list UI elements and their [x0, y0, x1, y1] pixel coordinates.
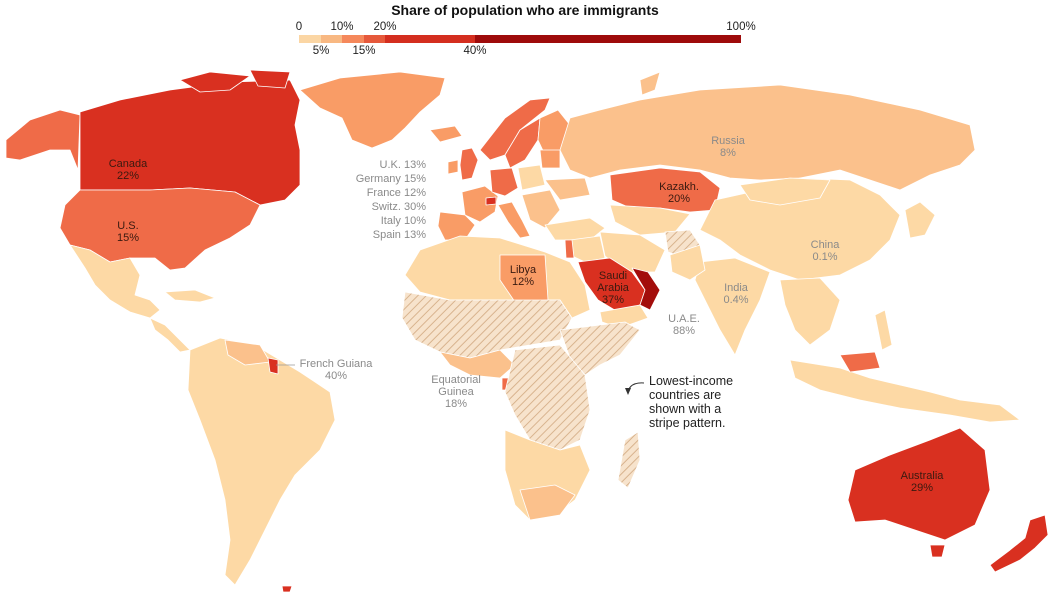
region-se-asia — [779, 277, 841, 346]
color-legend: 0 10% 20% 100% 5% 15% 40% — [0, 0, 1050, 62]
label-equatorial-guinea: Equatorial Guinea 18% — [431, 374, 481, 410]
region-central-america — [149, 317, 191, 353]
region-germany — [489, 167, 519, 197]
region-baltics — [539, 149, 561, 169]
label-uae: U.A.E. 88% — [668, 313, 700, 337]
label-russia: Russia 8% — [711, 135, 745, 159]
label-saudi-arabia: Saudi Arabia 37% — [597, 270, 629, 306]
label-canada: Canada 22% — [108, 158, 148, 182]
region-madagascar — [617, 431, 641, 489]
region-canada — [79, 79, 301, 206]
label-kazakhstan: Kazakh. 20% — [659, 181, 699, 205]
region-gulf-states — [631, 267, 661, 311]
chart-title: Share of population who are immigrants — [391, 2, 659, 18]
label-french-guiana: French Guiana 40% — [299, 358, 373, 382]
legend-swatch-20-40 — [385, 35, 475, 43]
legend-tick-100: 100% — [726, 21, 756, 33]
region-iceland — [429, 125, 463, 143]
region-indonesia — [789, 359, 1021, 423]
region-novaya-zemlya — [639, 71, 661, 96]
region-pakistan — [669, 244, 706, 281]
region-uk — [459, 147, 479, 181]
region-turkey — [544, 217, 606, 241]
region-balkans — [521, 189, 561, 229]
region-india — [694, 257, 771, 356]
legend-swatch-0-5 — [299, 35, 321, 43]
region-australia — [847, 427, 991, 541]
europe-label-uk: U.K. 13% — [379, 159, 426, 171]
region-ukraine — [544, 177, 591, 201]
region-west-africa — [439, 349, 516, 379]
label-libya: Libya 12% — [509, 264, 537, 288]
region-south-africa — [519, 484, 576, 521]
europe-label-france: France 12% — [366, 187, 426, 199]
region-switzerland — [485, 196, 497, 206]
region-french-guiana — [267, 357, 279, 375]
region-korea-japan — [904, 201, 936, 239]
region-tasmania — [929, 544, 946, 558]
region-sahel — [401, 291, 573, 359]
region-malaysia — [839, 351, 881, 373]
legend-tick-40: 40% — [463, 45, 487, 57]
region-mexico — [69, 244, 161, 319]
region-yemen — [599, 304, 649, 329]
region-ireland — [447, 159, 459, 175]
europe-label-italy: Italy 10% — [380, 215, 426, 227]
region-central-africa — [504, 344, 591, 451]
region-italy — [497, 201, 531, 239]
legend-swatch-40-100 — [475, 35, 741, 43]
legend-swatch-5-10 — [321, 35, 342, 43]
legend-tick-15: 15% — [352, 45, 376, 57]
label-australia: Australia 29% — [900, 470, 944, 494]
region-iraq-syria — [569, 235, 606, 263]
legend-swatch-10-15 — [342, 35, 364, 43]
label-china: China 0.1% — [810, 239, 840, 263]
region-poland — [517, 164, 546, 191]
region-alaska — [5, 109, 81, 171]
region-usa — [59, 187, 261, 271]
region-caribbean — [164, 289, 216, 303]
europe-label-switzerland: Switz. 30% — [371, 201, 426, 213]
region-venezuela — [224, 339, 271, 366]
label-india: India 0.4% — [723, 282, 749, 306]
region-russia — [559, 84, 976, 191]
region-falklands — [281, 585, 293, 593]
europe-label-spain: Spain 13% — [372, 229, 426, 241]
region-south-america — [187, 337, 336, 586]
europe-labels: U.K. 13% Germany 15% France 12% Switz. 3… — [326, 159, 426, 241]
region-norway — [479, 97, 551, 161]
label-us: U.S. 15% — [116, 220, 140, 244]
stripe-pattern-note: Lowest-income countries are shown with a… — [649, 374, 734, 430]
legend-tick-20: 20% — [373, 21, 397, 33]
region-kazakhstan — [609, 167, 721, 213]
region-mongolia — [739, 177, 831, 206]
legend-tick-5: 5% — [312, 45, 330, 57]
legend-swatch-15-20 — [364, 35, 385, 43]
region-greenland — [299, 71, 446, 149]
region-new-zealand — [989, 514, 1049, 573]
legend-tick-10: 10% — [330, 21, 354, 33]
legend-tick-0: 0 — [295, 21, 303, 33]
region-philippines — [874, 309, 893, 351]
region-china — [699, 177, 901, 281]
region-levant — [564, 239, 575, 259]
region-canada-islands — [179, 69, 291, 93]
europe-label-germany: Germany 15% — [355, 173, 426, 185]
